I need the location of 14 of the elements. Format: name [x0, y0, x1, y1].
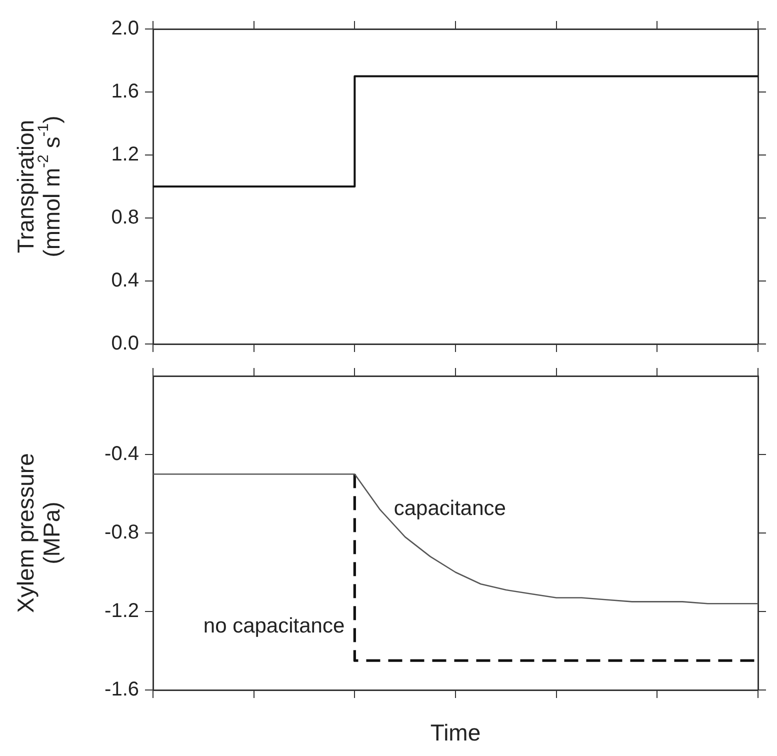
- y-tick-label: 0.4: [111, 270, 139, 292]
- y-tick-label: -0.8: [104, 522, 139, 544]
- series-label: no capacitance: [203, 614, 345, 638]
- series-label: capacitance: [394, 497, 506, 520]
- y-tick-label: 0.0: [111, 332, 139, 355]
- y-tick-label: -1.2: [104, 600, 139, 622]
- y-tick-label: 1.2: [111, 144, 139, 166]
- y-tick-label: 1.6: [111, 80, 139, 103]
- y-tick-label: 2.0: [111, 18, 139, 40]
- y-tick-label: -1.6: [104, 678, 139, 701]
- x-axis-title: Time: [430, 720, 481, 746]
- y-tick-label: 0.8: [111, 206, 139, 229]
- y-tick-label: -0.4: [104, 443, 139, 466]
- y-axis-title: Xylem pressure (MPa): [12, 453, 64, 613]
